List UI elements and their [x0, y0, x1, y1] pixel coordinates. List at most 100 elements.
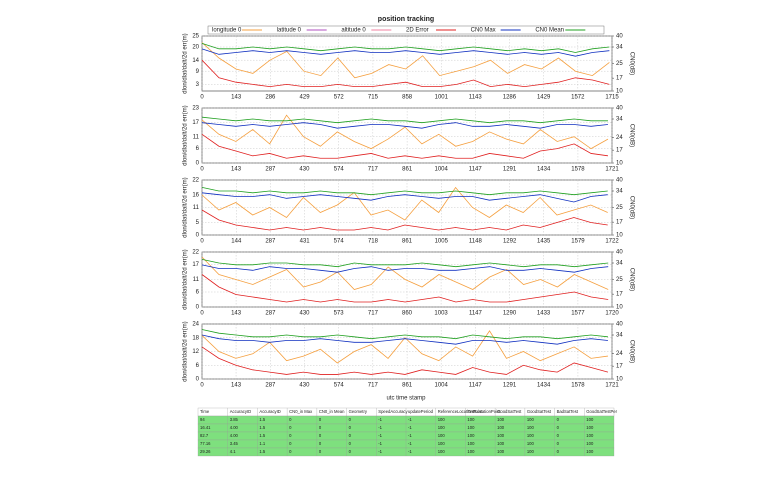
x-tick-label: 1433 [537, 311, 551, 317]
table-cell: updatePeriod [408, 409, 434, 414]
series-line [201, 133, 609, 159]
table-cell: 100 [586, 449, 594, 454]
x-tick-label: 0 [200, 383, 204, 389]
y-tick-label: 0 [196, 233, 200, 239]
y2-tick-label: 25 [616, 277, 623, 283]
table-cell: 0 [557, 425, 560, 430]
legend-label: altitude 0 [341, 28, 366, 34]
table-cell: 100 [527, 441, 535, 446]
table-cell: 100 [438, 441, 446, 446]
y-tick-label: 12 [192, 349, 199, 355]
y-tick-label: 0 [196, 161, 200, 167]
table-cell: 0 [289, 425, 292, 430]
table-cell: -1 [408, 425, 412, 430]
y2-tick-label: 10 [616, 377, 623, 383]
table-cell: AccuracyID [259, 409, 280, 414]
y2-tick-label: 34 [616, 45, 623, 51]
series-line [201, 264, 609, 273]
y-tick-label: 22 [192, 178, 199, 184]
legend-box [207, 25, 605, 35]
x-tick-label: 143 [231, 383, 242, 389]
x-tick-label: 144 [231, 239, 242, 245]
table-cell: 100 [467, 425, 475, 430]
table-cell: 0 [557, 449, 560, 454]
y-tick-label: 0 [196, 305, 200, 311]
x-tick-label: 1147 [469, 383, 483, 389]
series-line [201, 59, 610, 88]
legend-label: CN0 Mean [535, 28, 564, 34]
x-tick-label: 0 [200, 311, 204, 317]
table-cell: 16.41 [200, 425, 211, 430]
table-cell: 100 [497, 449, 505, 454]
y-tick-label: 11 [193, 277, 200, 283]
x-tick-label: 1003 [434, 311, 448, 317]
y2-tick-label: 34 [616, 333, 623, 339]
y2-tick-label: 10 [616, 233, 623, 239]
x-tick-label: 717 [368, 311, 379, 317]
table-cell: ReferenceLocationPoint [438, 409, 484, 414]
table-cell: 0 [319, 441, 322, 446]
table-cell: -1 [378, 433, 382, 438]
x-tick-label: 574 [334, 239, 345, 245]
x-tick-label: 1577 [571, 311, 585, 317]
x-tick-label: 430 [299, 383, 310, 389]
x-tick-label: 1001 [435, 95, 449, 101]
table-cell: 0 [557, 433, 560, 438]
y2-tick-label: 10 [616, 89, 623, 95]
y2-tick-label: 17 [616, 220, 623, 226]
table-cell: SpeedAccuracy [378, 409, 408, 414]
series-line [201, 122, 608, 129]
x-tick-label: 715 [368, 95, 379, 101]
x-tick-label: 430 [299, 311, 310, 317]
table-cell: -1 [408, 417, 412, 422]
x-tick-label: 718 [368, 239, 379, 245]
x-tick-label: 1572 [571, 95, 585, 101]
table-cell: 0 [289, 417, 292, 422]
table-cell: -1 [378, 449, 382, 454]
x-tick-label: 858 [402, 95, 413, 101]
series-line [201, 334, 608, 345]
y2-tick-label: 17 [616, 364, 623, 370]
x-tick-label: 1290 [503, 311, 517, 317]
x-tick-label: 1721 [605, 383, 619, 389]
x-tick-label: 1291 [503, 167, 517, 173]
y-tick-label: 22 [192, 250, 199, 256]
y2-tick-label: 40 [616, 250, 623, 256]
table-cell: 1.5 [259, 425, 265, 430]
x-tick-label: 1434 [537, 383, 551, 389]
table-cell: BadSatTest [557, 409, 579, 414]
y2-tick-label: 17 [616, 148, 623, 154]
x-tick-label: 861 [402, 383, 413, 389]
table-cell: CN0_in Max [289, 409, 313, 414]
y2-tick-label: 24 [616, 135, 623, 141]
series-line [201, 114, 609, 150]
table-cell: 0 [289, 449, 292, 454]
y-tick-label: 5 [196, 220, 200, 226]
table-cell: 0 [349, 449, 352, 454]
series-line [201, 186, 608, 196]
table-cell: -1 [378, 441, 382, 446]
x-tick-label: 1292 [503, 239, 517, 245]
x-tick-label: 1720 [605, 311, 619, 317]
y-tick-label: 6 [196, 290, 200, 296]
table-cell: 0 [319, 425, 322, 430]
y-tick-label: 16 [192, 193, 199, 199]
series-line [201, 274, 609, 303]
y2-tick-label: 40 [616, 322, 623, 328]
x-tick-label: 429 [300, 95, 311, 101]
y2-tick-label: 25 [616, 61, 623, 67]
x-tick-label: 287 [265, 167, 276, 173]
table-cell: -1 [378, 417, 382, 422]
table-cell: GoodSatTestPer [586, 409, 617, 414]
table-cell: 100 [527, 449, 535, 454]
x-tick-label: 1147 [469, 167, 483, 173]
table-cell: AccuracyID [230, 409, 251, 414]
y2-axis-title: CN0(dB) [628, 124, 634, 147]
y2-tick-label: 10 [616, 161, 623, 167]
x-tick-label: 573 [334, 311, 345, 317]
table-cell: -1 [408, 433, 412, 438]
y2-tick-label: 25 [616, 205, 623, 211]
series-line [201, 192, 608, 203]
